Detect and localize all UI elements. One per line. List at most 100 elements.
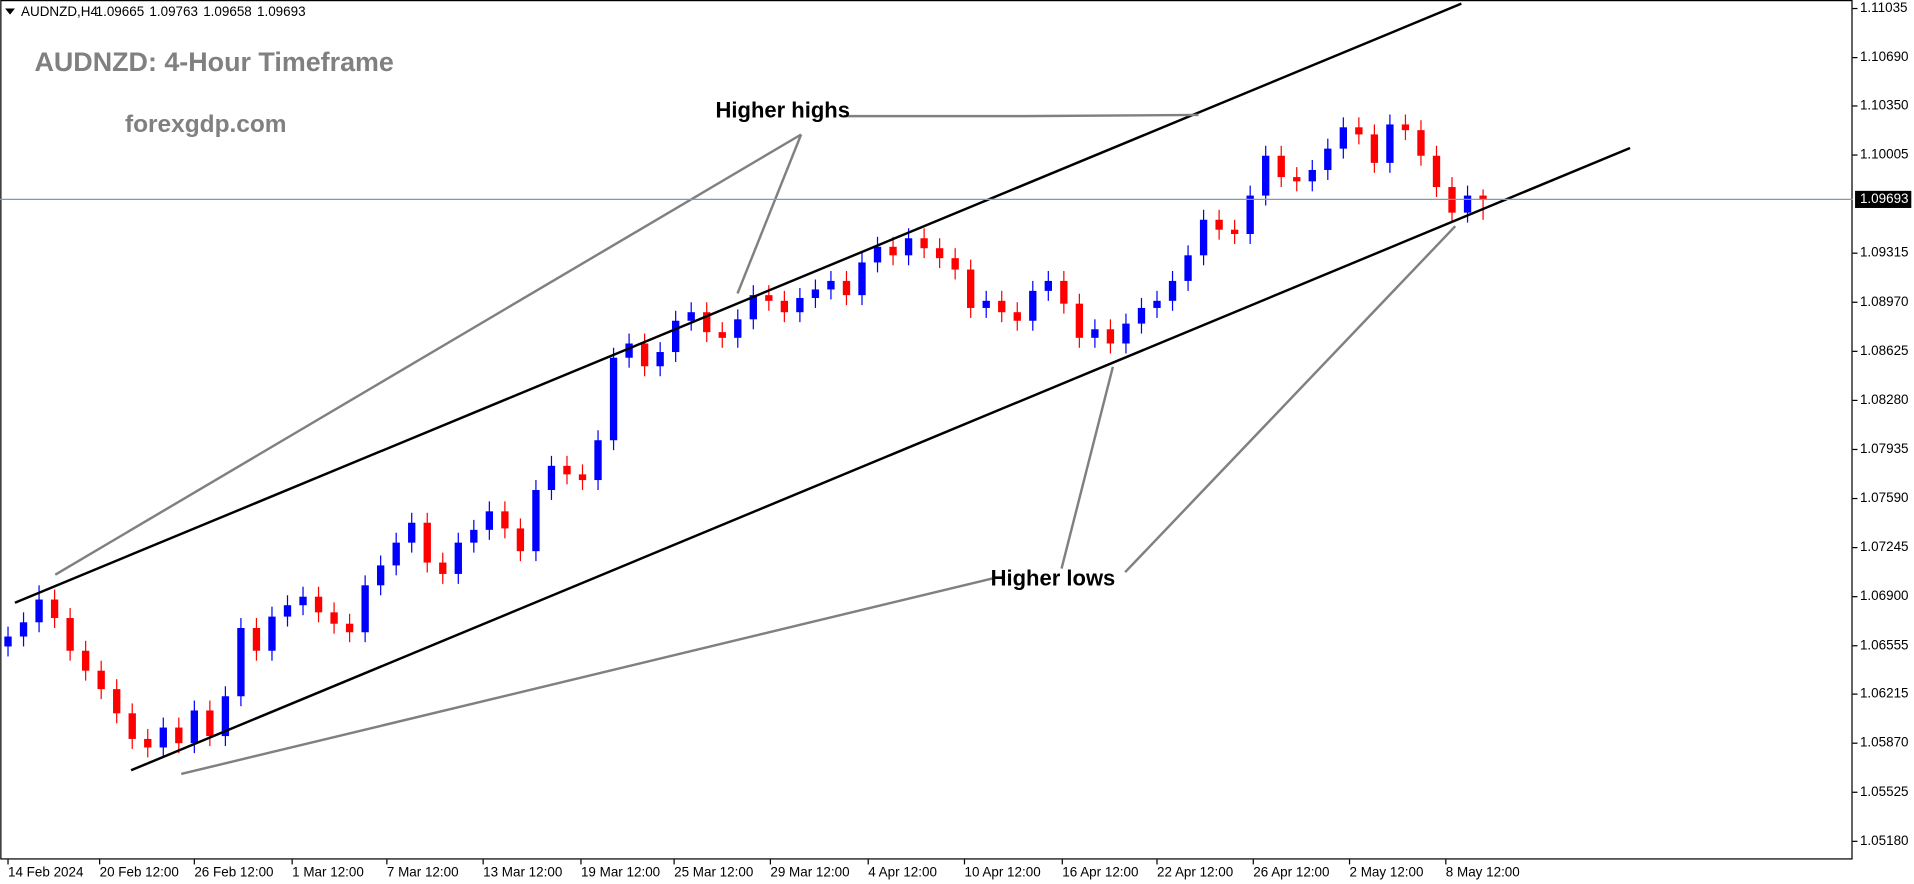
candle-body xyxy=(408,522,416,543)
candle-body xyxy=(1029,290,1037,321)
y-tick-label: 1.07935 xyxy=(1860,441,1909,456)
candle-body xyxy=(1417,130,1425,156)
candle-body xyxy=(252,627,261,651)
annotation: Higher lows xyxy=(991,566,1116,591)
candle-body xyxy=(439,562,447,574)
candle-body xyxy=(951,258,959,270)
watermark: forexgdp.com xyxy=(125,111,287,138)
candle-body xyxy=(1199,219,1208,256)
candle-body xyxy=(330,612,338,624)
y-tick-label: 1.08970 xyxy=(1860,294,1909,309)
candle-body xyxy=(206,710,214,737)
x-tick-label: 2 May 12:00 xyxy=(1350,865,1424,880)
candle-body xyxy=(656,352,664,367)
candle-body xyxy=(35,599,43,623)
candle-body xyxy=(1479,195,1487,200)
candle-body xyxy=(672,320,680,353)
annotation-pointer xyxy=(736,134,803,294)
y-tick-label: 1.05870 xyxy=(1860,735,1909,750)
candle-body xyxy=(1308,169,1316,182)
x-tick-label: 19 Mar 12:00 xyxy=(581,865,660,880)
annotation: Higher highs xyxy=(716,97,850,122)
candle-body xyxy=(1324,148,1332,170)
candle-body xyxy=(361,585,369,633)
candle-body xyxy=(967,269,975,308)
candle-body xyxy=(920,238,928,249)
candle-body xyxy=(687,312,695,321)
candle-body xyxy=(547,465,556,491)
quote-close: 1.09693 xyxy=(257,4,306,19)
x-tick-label: 20 Feb 12:00 xyxy=(100,865,179,880)
annotation-pointer xyxy=(1124,225,1457,574)
annotation-pointer xyxy=(180,577,994,776)
candle-body xyxy=(376,565,385,586)
candle-body xyxy=(190,710,199,744)
candle-body xyxy=(609,357,618,441)
candle-body xyxy=(749,295,757,320)
y-tick-label: 1.07590 xyxy=(1860,490,1909,505)
candle-body xyxy=(718,332,726,338)
candle-body xyxy=(1339,127,1347,149)
quote-open: 1.09665 xyxy=(96,4,145,19)
candle-body xyxy=(4,636,12,647)
candle-body xyxy=(66,618,74,651)
annotation-pointer xyxy=(1060,366,1115,569)
candle-body xyxy=(1215,219,1223,230)
candle-body xyxy=(237,627,245,697)
candle-body xyxy=(1184,255,1192,281)
x-tick-label: 7 Mar 12:00 xyxy=(387,865,459,880)
y-tick-label: 1.10350 xyxy=(1860,98,1909,113)
y-tick-label: 1.09315 xyxy=(1860,245,1909,260)
candle-body xyxy=(563,465,571,475)
lower-channel-line xyxy=(130,146,1631,772)
drawings xyxy=(14,2,1631,776)
candle-body xyxy=(81,650,90,671)
x-tick-label: 13 Mar 12:00 xyxy=(483,865,562,880)
y-tick-label: 1.10690 xyxy=(1860,49,1909,64)
y-tick-label: 1.08280 xyxy=(1860,392,1909,407)
candle-body xyxy=(1386,124,1394,163)
candle-body xyxy=(128,713,136,739)
candle-body xyxy=(485,511,494,530)
candle-body xyxy=(734,319,742,338)
quote-high: 1.09763 xyxy=(149,4,198,19)
x-tick-label: 8 May 12:00 xyxy=(1446,865,1520,880)
candle-body xyxy=(842,280,851,296)
annotation-pointer xyxy=(843,113,1199,118)
x-tick-label: 22 Apr 12:00 xyxy=(1157,865,1233,880)
candle-body xyxy=(1060,280,1068,304)
candle-body xyxy=(640,343,649,367)
candle-body xyxy=(1230,229,1239,234)
candle-body xyxy=(765,295,773,301)
candle-body xyxy=(625,343,633,358)
candle-body xyxy=(392,542,400,566)
x-tick-label: 10 Apr 12:00 xyxy=(964,865,1040,880)
y-tick-label: 1.07245 xyxy=(1860,539,1909,554)
candle-body xyxy=(221,696,230,737)
y-tick-label: 1.05525 xyxy=(1860,784,1909,799)
candle-body xyxy=(796,297,804,313)
candle-body xyxy=(703,312,711,333)
y-tick-label: 1.05180 xyxy=(1860,833,1909,848)
candle-body xyxy=(50,599,59,619)
candle-body xyxy=(578,474,587,481)
candle-body xyxy=(113,689,121,714)
y-tick-label: 1.06215 xyxy=(1860,686,1909,701)
candle-body xyxy=(1106,329,1115,344)
candle-body xyxy=(175,727,183,744)
candle-body xyxy=(314,596,323,613)
y-tick-label: 1.06555 xyxy=(1860,637,1909,652)
candle-body xyxy=(780,300,789,313)
x-tick-label: 26 Apr 12:00 xyxy=(1253,865,1329,880)
candle-body xyxy=(858,262,866,296)
candle-body xyxy=(268,616,276,651)
candle-body xyxy=(1262,155,1270,196)
candle-body xyxy=(159,727,167,748)
candle-body xyxy=(283,605,292,617)
candle-body xyxy=(1463,195,1472,213)
candles xyxy=(4,114,1487,758)
candle-body xyxy=(982,300,990,308)
candle-body xyxy=(454,542,462,574)
x-tick-label: 4 Apr 12:00 xyxy=(868,865,937,880)
